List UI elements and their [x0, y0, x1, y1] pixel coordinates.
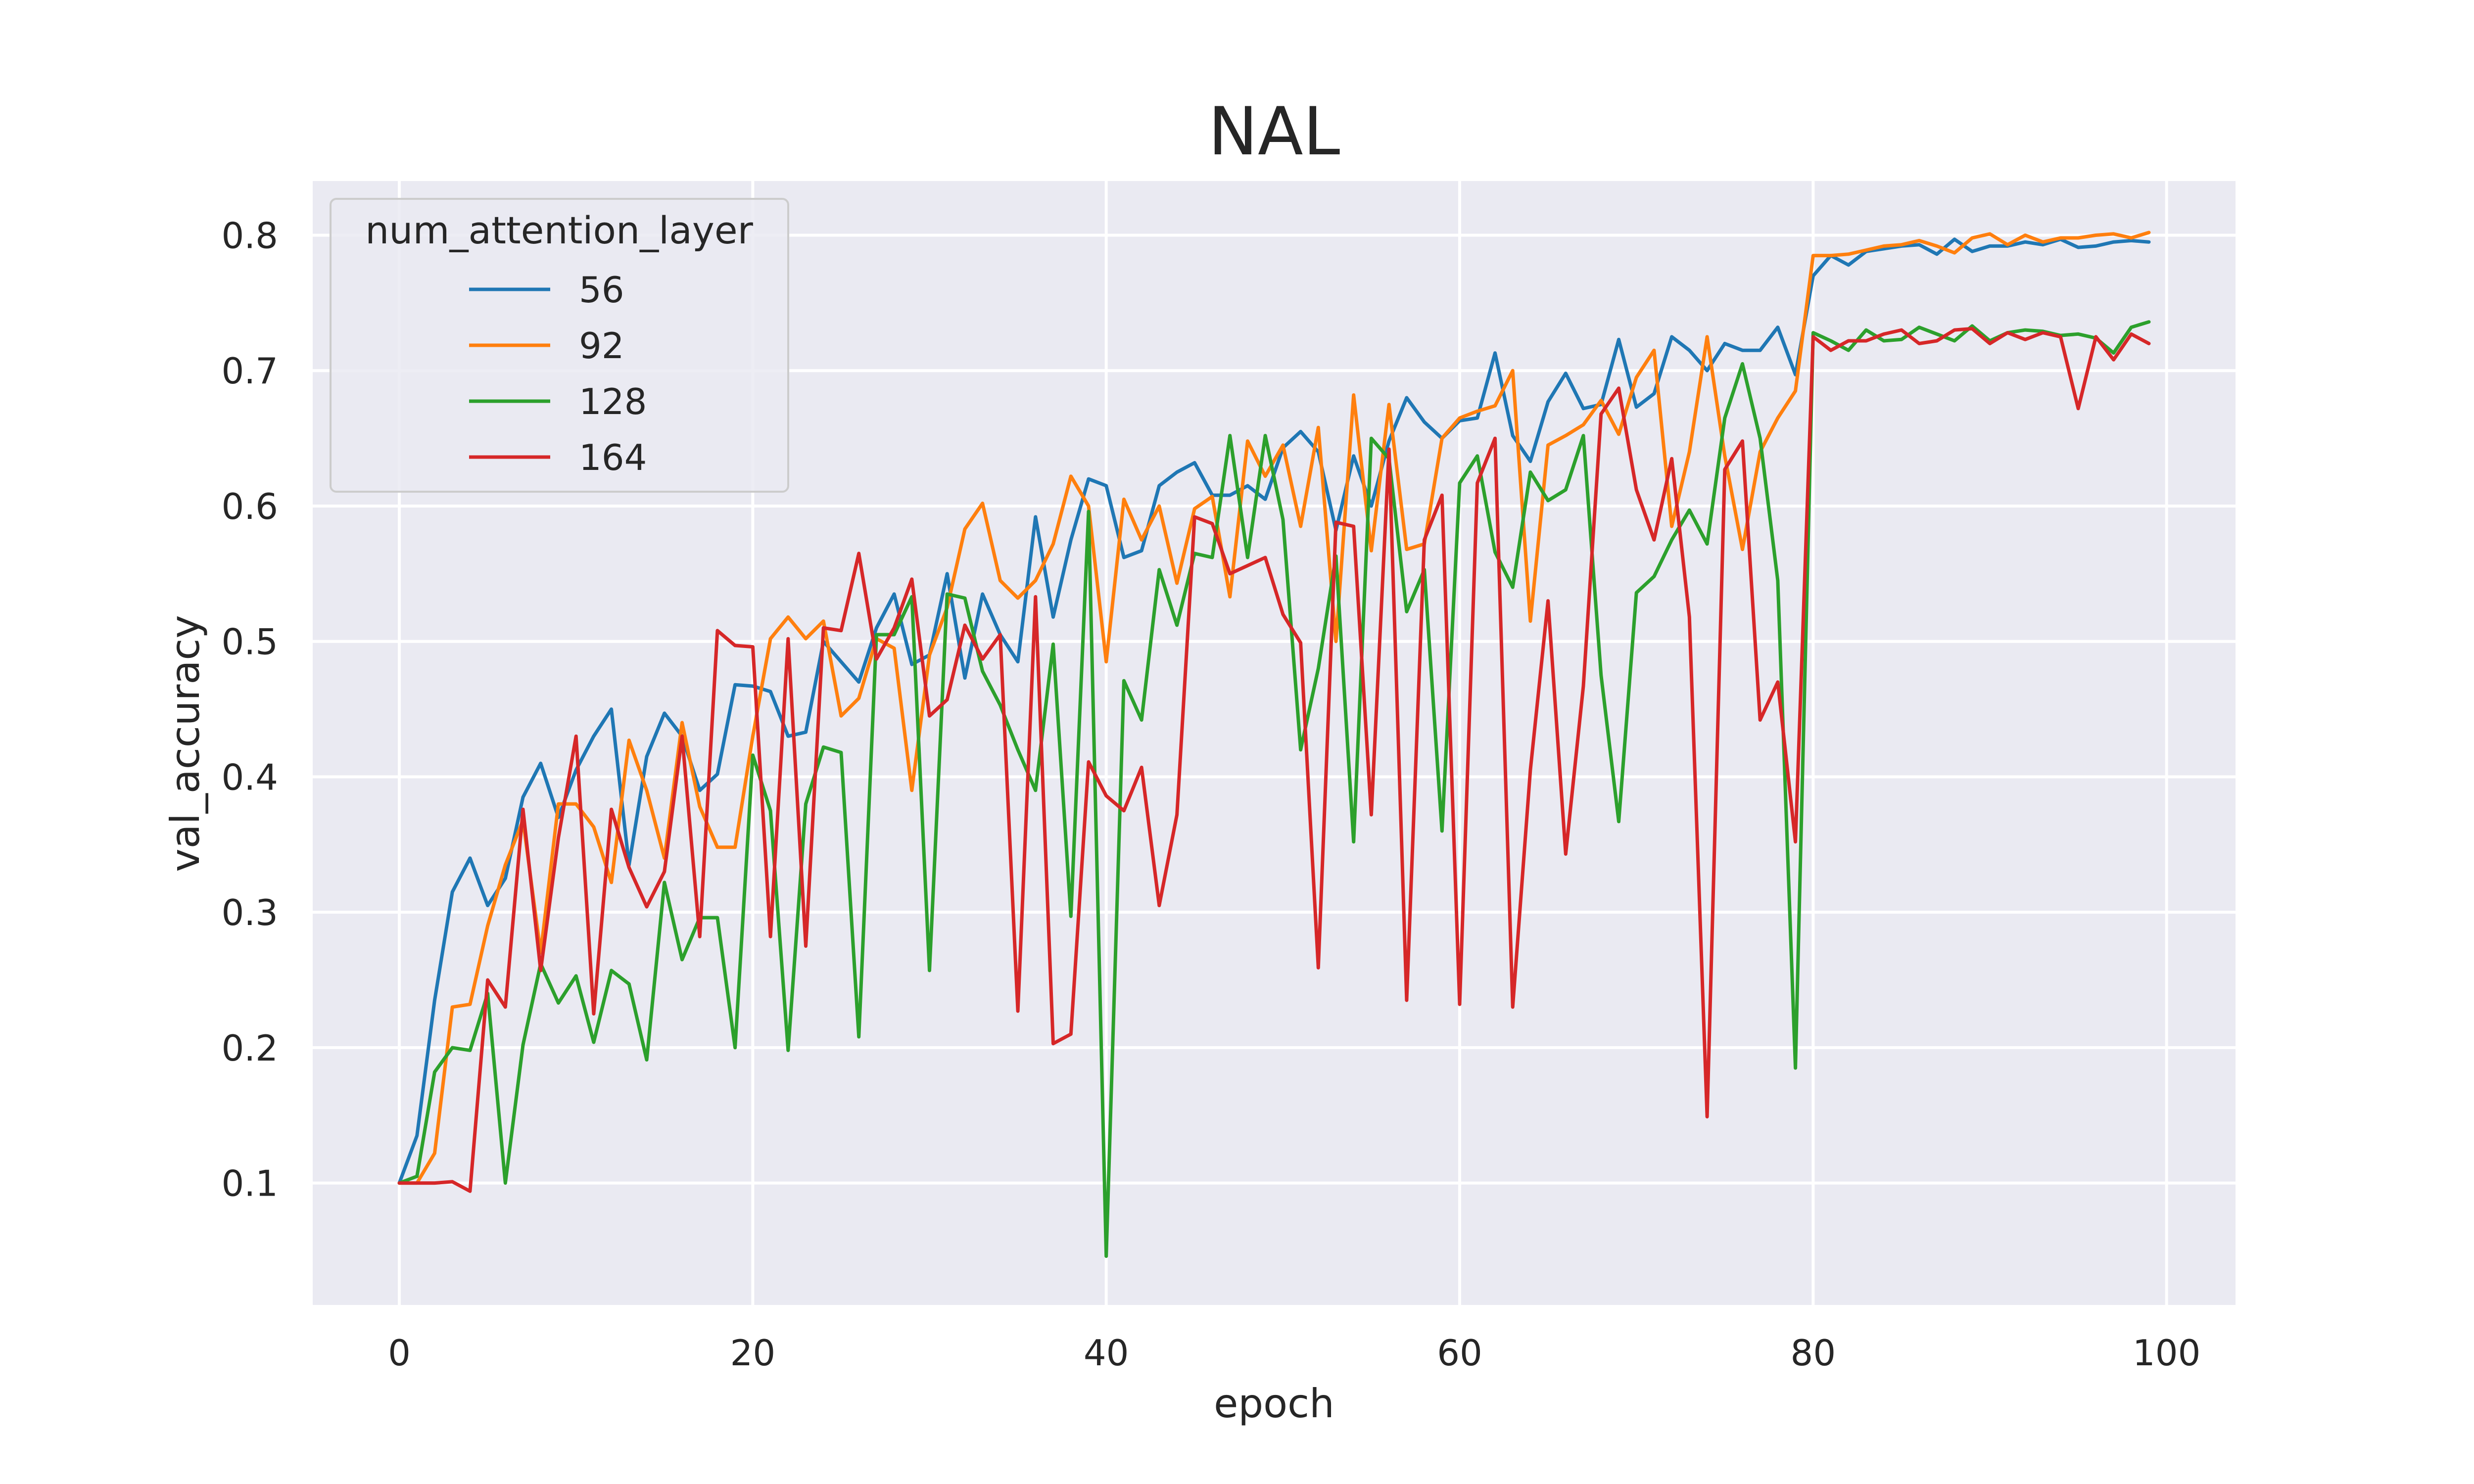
x-tick-label: 100	[2133, 1332, 2200, 1374]
y-tick-label: 0.5	[221, 621, 278, 663]
legend: num_attention_layer 56 92 128 164	[330, 198, 789, 493]
legend-label-56: 56	[579, 269, 624, 311]
series-lines	[397, 231, 2151, 1258]
y-tick-label: 0.1	[221, 1163, 278, 1205]
y-tick-label: 0.7	[221, 350, 278, 392]
x-tick-label: 80	[1791, 1332, 1836, 1374]
y-tick-label: 0.6	[221, 486, 278, 527]
x-tick-label: 20	[730, 1332, 776, 1374]
legend-box	[330, 198, 789, 493]
x-tick-label: 60	[1437, 1332, 1482, 1374]
legend-label-128: 128	[579, 381, 647, 422]
y-tick-labels: 0.1 0.2 0.3 0.4 0.5 0.6 0.7 0.8	[221, 215, 278, 1204]
x-tick-label: 0	[388, 1332, 411, 1374]
legend-label-164: 164	[579, 437, 647, 478]
series-line-164	[397, 326, 2151, 1193]
legend-label-92: 92	[579, 325, 624, 367]
x-tick-label: 40	[1084, 1332, 1129, 1374]
series-line-92	[397, 231, 2151, 1185]
y-axis-label: val_accuracy	[162, 615, 208, 872]
legend-entries: 56 92 128 164	[469, 269, 647, 478]
y-tick-label: 0.3	[221, 892, 278, 933]
y-tick-label: 0.4	[221, 756, 278, 798]
y-tick-label: 0.2	[221, 1027, 278, 1069]
x-axis-label: epoch	[1214, 1381, 1334, 1427]
chart-title: NAL	[1208, 93, 1340, 170]
x-tick-labels: 0 20 40 60 80 100	[388, 1332, 2200, 1374]
legend-title: num_attention_layer	[365, 208, 753, 252]
y-tick-label: 0.8	[221, 215, 278, 256]
